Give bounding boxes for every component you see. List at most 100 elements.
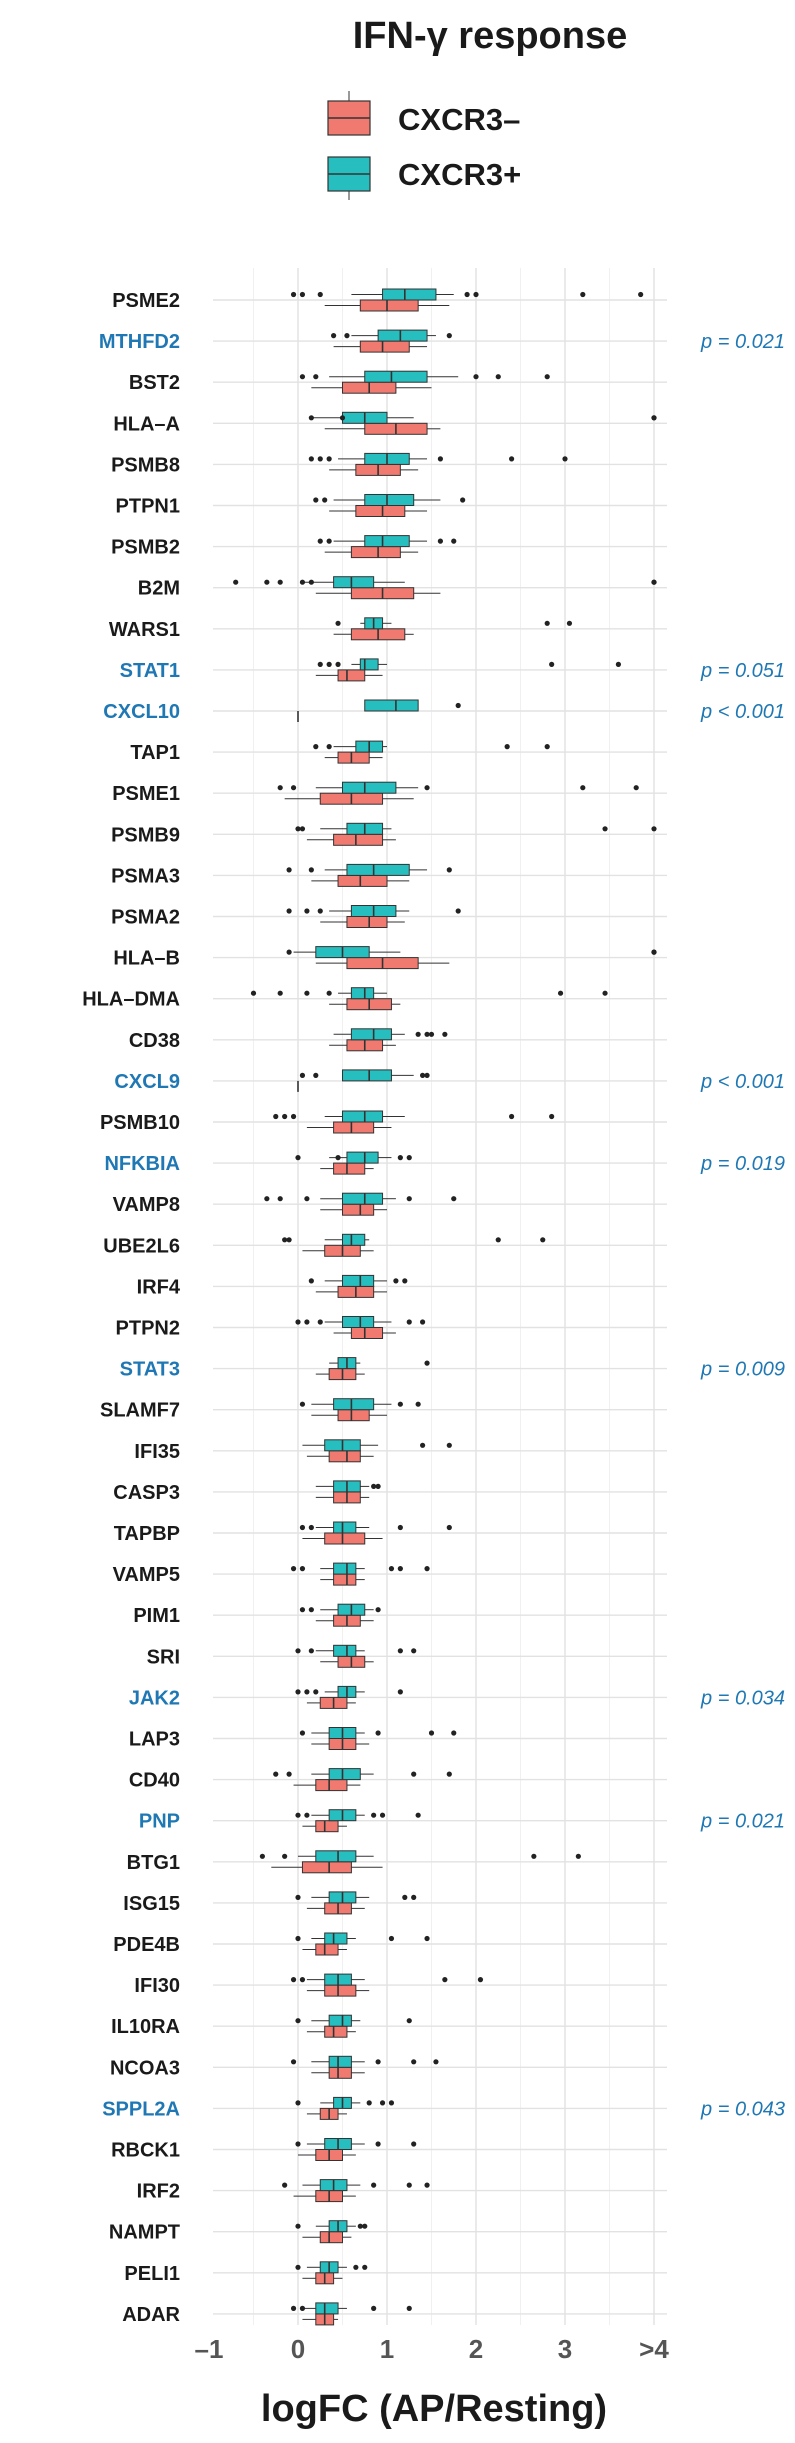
outlier-point bbox=[308, 1524, 314, 1531]
outlier-point bbox=[277, 1196, 283, 1202]
outlier-point bbox=[460, 497, 466, 503]
gene-label: BST2 bbox=[129, 372, 180, 394]
box-neg bbox=[306, 833, 396, 846]
box-neg-iqr bbox=[315, 1943, 339, 1956]
outlier-point bbox=[375, 1730, 381, 1736]
outlier-point bbox=[344, 333, 350, 339]
outlier-point bbox=[264, 579, 270, 585]
gene-label: CD38 bbox=[129, 1030, 180, 1052]
outlier-point bbox=[402, 1278, 408, 1284]
outlier-point bbox=[308, 1278, 314, 1284]
box-pos-iqr bbox=[342, 1069, 392, 1082]
box-pos bbox=[295, 2138, 417, 2150]
gene-row: ISG15 bbox=[123, 1891, 417, 1915]
outlier-point bbox=[580, 785, 586, 791]
box-pos bbox=[302, 1439, 452, 1452]
box-pos bbox=[295, 2261, 368, 2274]
outlier-point bbox=[437, 538, 443, 544]
gene-label: VAMP8 bbox=[113, 1194, 180, 1216]
outlier-point bbox=[290, 785, 297, 791]
box-pos bbox=[233, 576, 657, 589]
outlier-point bbox=[464, 291, 470, 298]
box-pos-iqr bbox=[324, 1932, 348, 1945]
gene-row: JAK2 p = 0.034 bbox=[129, 1685, 785, 1709]
box-neg-iqr bbox=[333, 833, 384, 846]
box-neg-iqr bbox=[346, 916, 388, 928]
outlier-point bbox=[557, 990, 564, 996]
box-neg bbox=[284, 792, 414, 805]
box-neg-iqr bbox=[328, 2066, 352, 2079]
box-pos-iqr bbox=[377, 329, 428, 342]
outlier-point bbox=[446, 333, 452, 339]
p-value-label: p = 0.051 bbox=[700, 660, 785, 682]
outlier-point bbox=[415, 1401, 421, 1407]
gene-label: PSMB8 bbox=[111, 454, 180, 476]
p-value-label: p < 0.001 bbox=[700, 701, 785, 723]
p-value-label: p = 0.043 bbox=[700, 2098, 785, 2120]
outlier-point bbox=[362, 2264, 368, 2270]
outlier-point bbox=[366, 2100, 372, 2106]
gene-label: NFKBIA bbox=[104, 1153, 180, 1175]
gene-label: WARS1 bbox=[109, 619, 180, 641]
box-pos-iqr bbox=[364, 370, 428, 383]
gene-label: NAMPT bbox=[109, 2222, 180, 2244]
gene-row: PTPN1 bbox=[116, 494, 466, 518]
outlier-point bbox=[446, 867, 452, 873]
outlier-point bbox=[442, 1977, 448, 1983]
outlier-point bbox=[602, 826, 608, 832]
outlier-point bbox=[455, 908, 461, 914]
outlier-point bbox=[290, 2305, 297, 2311]
gene-label: RBCK1 bbox=[111, 2140, 180, 2162]
box-neg bbox=[315, 1285, 387, 1298]
box-neg bbox=[298, 2149, 356, 2161]
box-neg bbox=[324, 422, 441, 435]
gene-row: BTG1 bbox=[127, 1850, 581, 1874]
outlier-point bbox=[317, 291, 323, 298]
box-neg bbox=[302, 1244, 374, 1257]
gene-row: IL10RA bbox=[111, 2014, 412, 2038]
gene-row: CASP3 bbox=[113, 1480, 381, 1504]
outlier-point bbox=[549, 1113, 555, 1120]
x-tick-label: 2 bbox=[469, 2334, 483, 2364]
gene-row: BST2 bbox=[129, 370, 550, 394]
gene-label: TAP1 bbox=[130, 742, 180, 764]
box-neg bbox=[329, 505, 428, 517]
gene-row: UBE2L6 bbox=[103, 1233, 546, 1257]
box-neg bbox=[306, 2107, 347, 2120]
gene-row: CD40 bbox=[129, 1768, 452, 1792]
outlier-point bbox=[295, 1812, 301, 1818]
outlier-point bbox=[286, 1237, 292, 1243]
box-pos bbox=[286, 905, 461, 917]
outlier-point bbox=[277, 785, 283, 791]
outlier-point bbox=[326, 990, 332, 996]
box-neg-iqr bbox=[359, 299, 419, 312]
outlier-point bbox=[317, 661, 323, 668]
box-neg bbox=[302, 2313, 339, 2326]
box-neg-iqr bbox=[359, 340, 410, 353]
outlier-point bbox=[295, 2141, 301, 2147]
box-neg bbox=[302, 1943, 347, 1956]
box-pos bbox=[308, 452, 568, 465]
outlier-point bbox=[299, 2305, 306, 2311]
gene-row: PSMA3 bbox=[111, 863, 452, 887]
gene-label: SLAMF7 bbox=[100, 1400, 180, 1422]
box-pos bbox=[290, 288, 644, 301]
gene-row: RBCK1 bbox=[111, 2138, 417, 2162]
outlier-point bbox=[504, 744, 510, 750]
box-neg-iqr bbox=[333, 1573, 357, 1586]
box-pos-iqr bbox=[342, 1233, 366, 1246]
outlier-point bbox=[290, 2059, 297, 2065]
outlier-point bbox=[299, 1401, 306, 1407]
gene-row: NAMPT bbox=[109, 2220, 368, 2244]
box-pos bbox=[295, 2096, 395, 2109]
box-pos bbox=[282, 1233, 546, 1246]
gene-label: PIM1 bbox=[133, 1605, 180, 1627]
outlier-point bbox=[402, 1894, 408, 1900]
box-pos-iqr bbox=[364, 535, 410, 548]
outlier-point bbox=[406, 2182, 412, 2188]
outlier-point bbox=[415, 1031, 421, 1037]
box-neg bbox=[315, 957, 450, 970]
gene-label: SPPL2A bbox=[102, 2098, 180, 2120]
outlier-point bbox=[397, 1155, 403, 1161]
